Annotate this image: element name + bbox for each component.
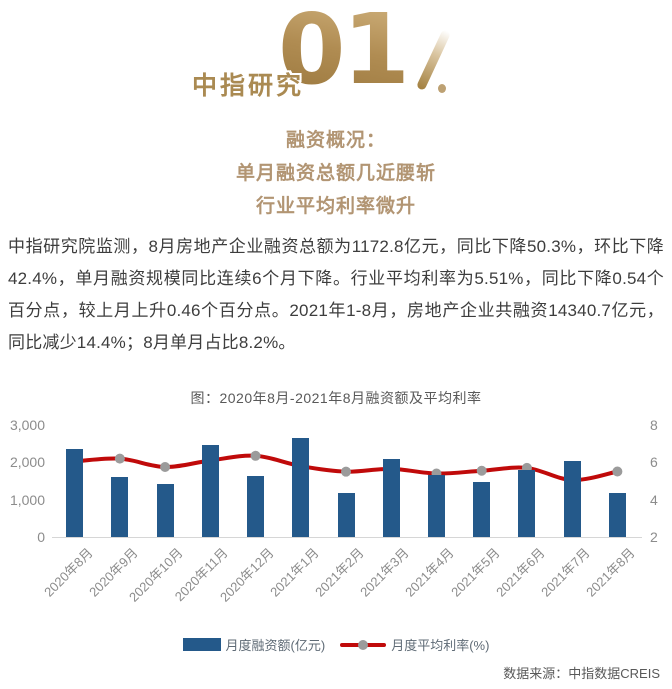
bar-2021年4月	[427, 474, 445, 537]
comet-slash-decoration	[415, 29, 452, 91]
bar-2021年5月	[473, 481, 491, 537]
financing-chart: 月度融资额(亿元) 月度平均利率(%) 3,000 2,000 1,000 0 8 6 4 2…	[0, 413, 672, 665]
chart-plot-area	[52, 425, 640, 537]
bar-2021年3月	[382, 458, 400, 537]
brand-title: 中指研究	[192, 72, 305, 100]
bar-2021年8月	[608, 493, 626, 537]
y-axis-tick-right: 4	[650, 491, 658, 508]
y-axis-tick-right: 8	[650, 417, 658, 433]
bar-2021年2月	[337, 492, 355, 537]
bar-2021年6月	[518, 470, 536, 537]
line-marker-2021年8月	[612, 466, 623, 477]
line-marker-2021年5月	[476, 465, 487, 476]
x-axis-line	[52, 537, 642, 538]
line-legend-swatch	[340, 639, 387, 650]
line-legend-label: 月度平均利率(%)	[391, 638, 490, 653]
subtitle-line-3: 行业平均利率微升	[255, 196, 416, 217]
y-axis-tick-left: 2,000	[9, 454, 45, 471]
line-marker-2020年12月	[250, 450, 261, 461]
line-marker-2020年10月	[160, 462, 171, 472]
chart-title: 图：2020年8月-2021年8月融资额及平均利率	[190, 390, 482, 406]
y-axis-tick-right: 2	[650, 529, 658, 545]
line-marker-2021年2月	[341, 466, 351, 477]
bar-2020年8月	[66, 448, 84, 537]
bar-2021年7月	[563, 461, 581, 537]
line-marker-2020年9月	[114, 453, 125, 464]
comet-dot-decoration	[438, 84, 446, 93]
bar-legend-swatch	[182, 638, 221, 651]
y-axis-tick-left: 1,000	[9, 491, 45, 508]
section-number: 01	[278, 0, 410, 106]
bar-2020年10月	[156, 484, 174, 537]
bar-2020年12月	[247, 476, 265, 537]
chart-legend: 月度融资额(亿元) 月度平均利率(%)	[0, 635, 672, 654]
bar-2021年1月	[292, 437, 310, 537]
y-axis-tick-left: 3,000	[9, 417, 45, 433]
y-axis-tick-right: 6	[650, 454, 658, 471]
bar-legend-label: 月度融资额(亿元)	[225, 638, 326, 653]
subtitle-line-1: 融资概况：	[285, 130, 386, 151]
bar-2020年11月	[201, 445, 219, 537]
data-source: 数据来源：中指数据CREIS	[503, 666, 660, 681]
section-subtitle: 融资概况： 单月融资总额几近腰斩 行业平均利率微升	[0, 124, 672, 223]
bar-2020年9月	[111, 477, 129, 537]
subtitle-line-2: 单月融资总额几近腰斩	[235, 163, 436, 184]
y-axis-tick-left: 0	[37, 529, 45, 545]
body-paragraph: 中指研究院监测，8月房地产企业融资总额为1172.8亿元，同比下降50.3%，环…	[8, 237, 664, 352]
line-legend-marker	[358, 639, 369, 650]
